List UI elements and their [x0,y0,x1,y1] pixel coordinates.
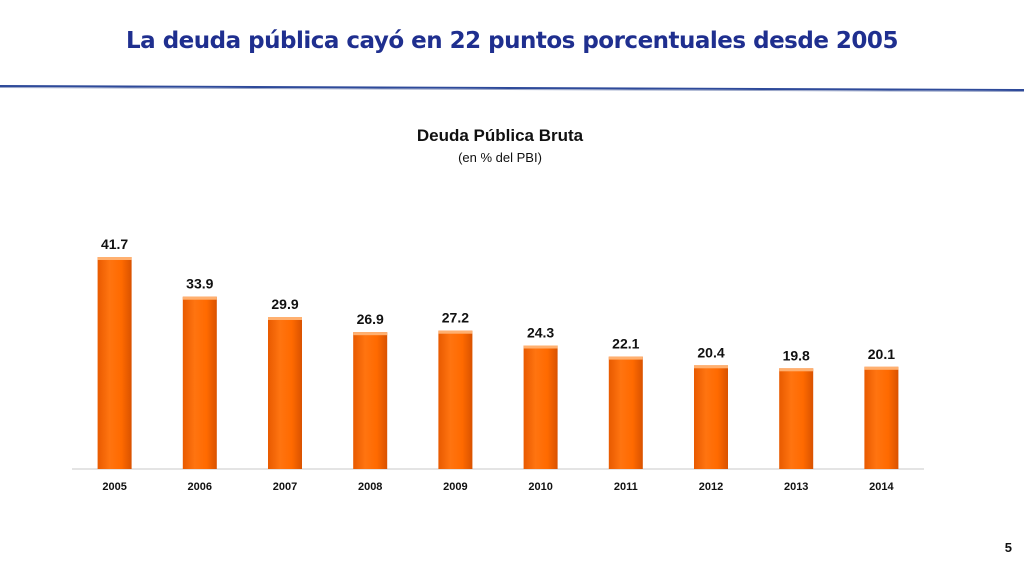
data-label-2010: 24.3 [527,325,554,341]
x-tick-label-2010: 2010 [528,481,552,493]
bar-highlight-2013 [779,368,814,372]
bar-highlight-2009 [438,330,473,334]
bar-highlight-2008 [353,332,388,336]
bar-2007 [268,317,302,469]
bar-highlight-2011 [608,356,643,360]
bar-2006 [182,296,217,469]
x-tick-label-2014: 2014 [869,481,894,493]
bar-highlight-2012 [694,365,728,369]
data-label-2012: 20.4 [697,344,724,360]
slide-title: La deuda pública cayó en 22 puntos porce… [126,28,898,54]
bar-highlight-2005 [97,257,132,260]
data-label-2005: 41.7 [101,236,128,252]
bar-2013 [779,368,814,469]
data-label-2011: 22.1 [612,336,639,352]
bar-highlight-2007 [268,317,302,320]
chart-title: Deuda Pública Bruta [416,126,584,145]
data-label-2006: 33.9 [186,276,213,292]
x-tick-label-2005: 2005 [102,481,126,493]
bar-2014 [864,366,899,469]
x-tick-label-2013: 2013 [784,481,808,493]
title-divider [0,85,1024,92]
bar-2010 [523,345,558,469]
x-tick-label-2012: 2012 [699,481,723,493]
data-label-2008: 26.9 [357,311,384,327]
bar-highlight-2014 [864,366,899,370]
x-tick-label-2007: 2007 [273,481,297,493]
bar-2009 [438,330,473,469]
data-label-2007: 29.9 [271,296,298,312]
x-tick-label-2011: 2011 [614,481,638,493]
bar-highlight-2006 [182,296,217,300]
bar-2011 [608,356,643,469]
bar-2008 [353,332,388,469]
data-label-2013: 19.8 [783,347,810,363]
x-tick-label-2006: 2006 [188,481,212,493]
x-tick-label-2008: 2008 [358,481,382,493]
bar-2012 [694,365,728,469]
data-label-2014: 20.1 [868,346,895,362]
x-tick-label-2009: 2009 [443,481,467,493]
page-number: 5 [1004,540,1012,555]
bar-2005 [97,257,132,469]
chart-subtitle: (en % del PBI) [458,150,542,165]
bar-highlight-2010 [523,345,558,349]
data-label-2009: 27.2 [442,310,469,326]
